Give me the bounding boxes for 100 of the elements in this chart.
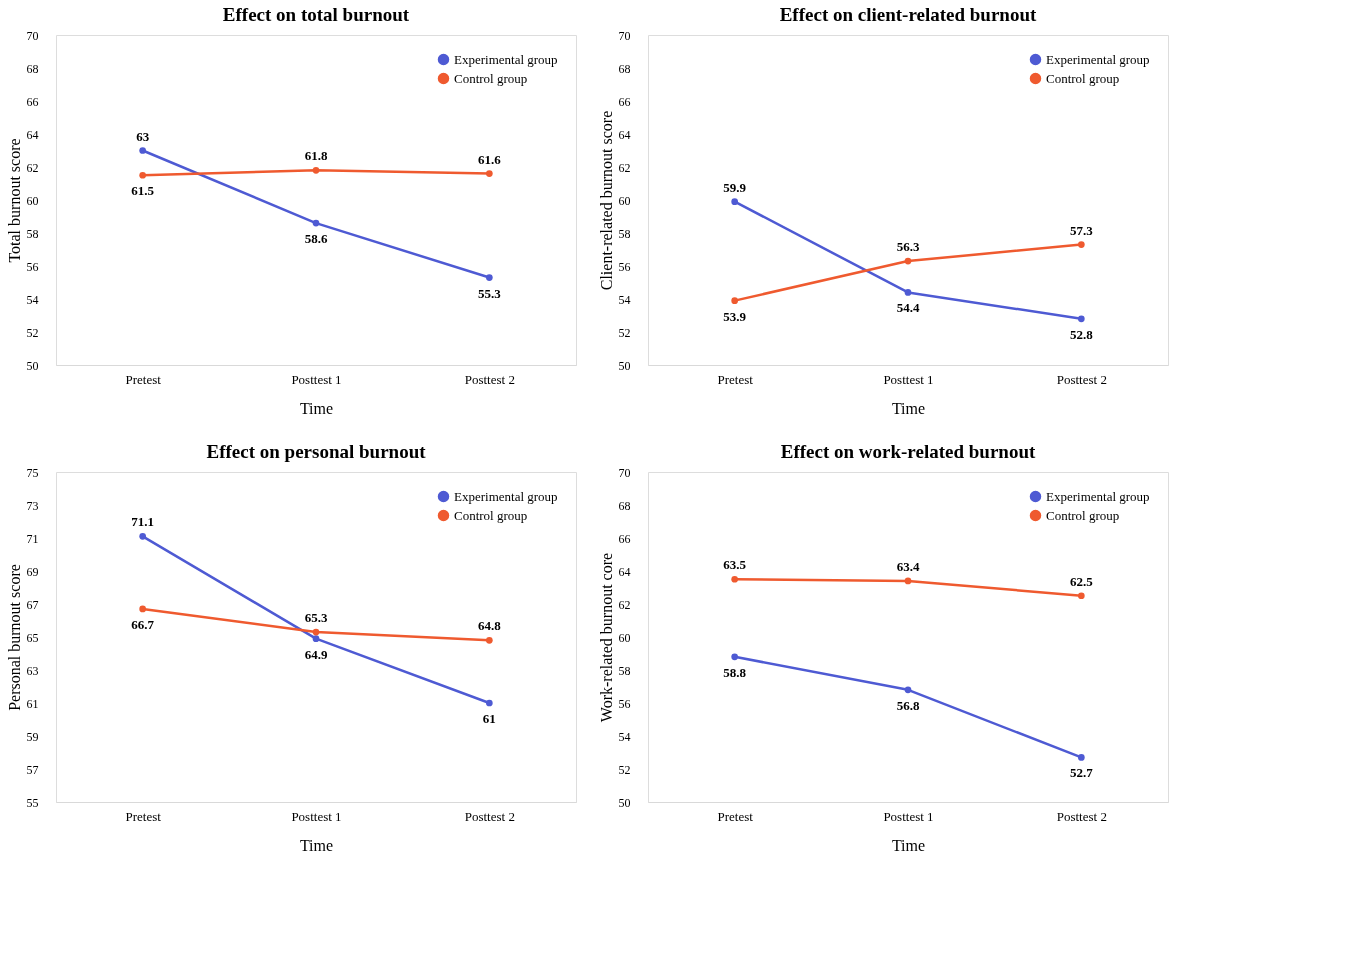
y-tick-label: 64 <box>26 127 39 142</box>
point <box>904 577 912 585</box>
data-label: 57.3 <box>1069 222 1094 238</box>
chart-title: Effect on client-related burnout <box>779 4 1037 25</box>
point <box>1077 592 1085 600</box>
x-tick-label: Pretest <box>717 371 754 387</box>
point <box>731 297 739 304</box>
legend-label: Experimental group <box>454 488 558 504</box>
data-label: 64.9 <box>304 646 328 662</box>
point <box>139 171 147 179</box>
y-tick-label: 50 <box>618 795 631 810</box>
data-label: 61.5 <box>131 183 155 199</box>
y-tick-label: 68 <box>618 61 631 76</box>
point <box>312 628 320 636</box>
y-tick-label: 66 <box>618 531 631 546</box>
chart-title: Effect on total burnout <box>222 4 410 25</box>
y-tick-label: 52 <box>618 762 631 777</box>
legend-label: Control group <box>454 70 528 86</box>
point <box>139 605 147 613</box>
point <box>904 289 912 296</box>
x-tick-label: Pretest <box>125 808 162 824</box>
y-tick-label: 67 <box>26 597 39 612</box>
y-tick-label: 70 <box>26 28 39 43</box>
data-label: 52.8 <box>1069 326 1094 342</box>
y-tick-label: 54 <box>26 292 39 307</box>
y-tick-label: 56 <box>618 259 631 274</box>
point <box>731 575 739 583</box>
data-label: 63.4 <box>896 558 920 574</box>
y-tick-label: 59 <box>26 729 39 744</box>
x-tick-label: Posttest 2 <box>464 371 515 387</box>
y-tick-label: 55 <box>26 795 39 810</box>
data-label: 53.9 <box>723 308 747 324</box>
y-tick-label: 54 <box>618 292 631 307</box>
data-label: 64.8 <box>477 618 502 634</box>
x-tick-label: Posttest 1 <box>883 808 934 824</box>
data-label: 61 <box>482 711 496 726</box>
x-tick-label: Posttest 1 <box>291 808 342 824</box>
y-tick-label: 52 <box>618 325 631 340</box>
legend-label: Experimental group <box>454 51 558 67</box>
y-tick-label: 60 <box>618 193 631 208</box>
data-label: 61.6 <box>477 151 502 167</box>
point <box>1077 754 1085 761</box>
y-axis-title: Total burnout score <box>5 138 23 263</box>
y-axis-title: Work-related burnout core <box>597 552 615 723</box>
point <box>1077 315 1085 323</box>
y-tick-label: 70 <box>618 28 631 43</box>
data-label: 54.4 <box>896 300 920 316</box>
y-tick-label: 66 <box>618 94 631 109</box>
y-tick-label: 69 <box>26 564 39 579</box>
data-label: 55.3 <box>477 285 502 301</box>
point <box>731 198 739 205</box>
y-tick-label: 50 <box>618 358 631 373</box>
data-label: 62.5 <box>1069 573 1094 589</box>
y-tick-label: 64 <box>618 564 631 579</box>
point <box>904 686 912 694</box>
point <box>139 147 147 154</box>
point <box>731 653 739 661</box>
data-label: 58.8 <box>723 664 747 680</box>
chart-title: Effect on personal burnout <box>206 441 427 462</box>
x-tick-label: Pretest <box>717 808 754 824</box>
y-tick-label: 62 <box>618 160 631 175</box>
y-tick-label: 60 <box>26 193 39 208</box>
y-tick-label: 65 <box>26 630 39 645</box>
y-tick-label: 56 <box>26 259 39 274</box>
point <box>485 274 493 281</box>
y-tick-label: 63 <box>26 663 39 678</box>
x-tick-label: Posttest 2 <box>464 808 515 824</box>
y-tick-label: 73 <box>26 498 39 513</box>
y-tick-label: 52 <box>26 325 39 340</box>
y-tick-label: 64 <box>618 127 631 142</box>
x-axis-title: Time <box>891 399 926 417</box>
y-tick-label: 54 <box>618 729 631 744</box>
y-tick-label: 68 <box>26 61 39 76</box>
x-axis-title: Time <box>891 836 926 854</box>
y-axis-title: Client-related burnout score <box>597 110 615 291</box>
y-tick-label: 57 <box>26 762 39 777</box>
point <box>904 257 912 265</box>
y-tick-label: 71 <box>26 531 39 546</box>
y-tick-label: 56 <box>618 696 631 711</box>
point <box>1077 241 1085 248</box>
point <box>312 635 320 642</box>
y-tick-label: 68 <box>618 498 631 513</box>
x-tick-label: Posttest 2 <box>1056 371 1107 387</box>
y-tick-label: 62 <box>618 597 631 612</box>
y-tick-label: 58 <box>26 226 39 241</box>
data-label: 59.9 <box>723 179 747 195</box>
data-label: 61.8 <box>304 148 328 164</box>
legend-label: Experimental group <box>1046 488 1150 504</box>
x-axis-title: Time <box>299 836 334 854</box>
y-tick-label: 70 <box>618 465 631 480</box>
point <box>485 636 493 644</box>
data-label: 63.5 <box>723 557 747 573</box>
data-label: 71.1 <box>131 514 155 530</box>
point <box>485 699 493 707</box>
y-tick-label: 58 <box>618 663 631 678</box>
y-tick-label: 66 <box>26 94 39 109</box>
data-label: 52.7 <box>1069 765 1094 781</box>
legend-label: Experimental group <box>1046 51 1150 67</box>
y-axis-title: Personal burnout score <box>5 564 23 711</box>
data-label: 56.8 <box>896 697 920 713</box>
